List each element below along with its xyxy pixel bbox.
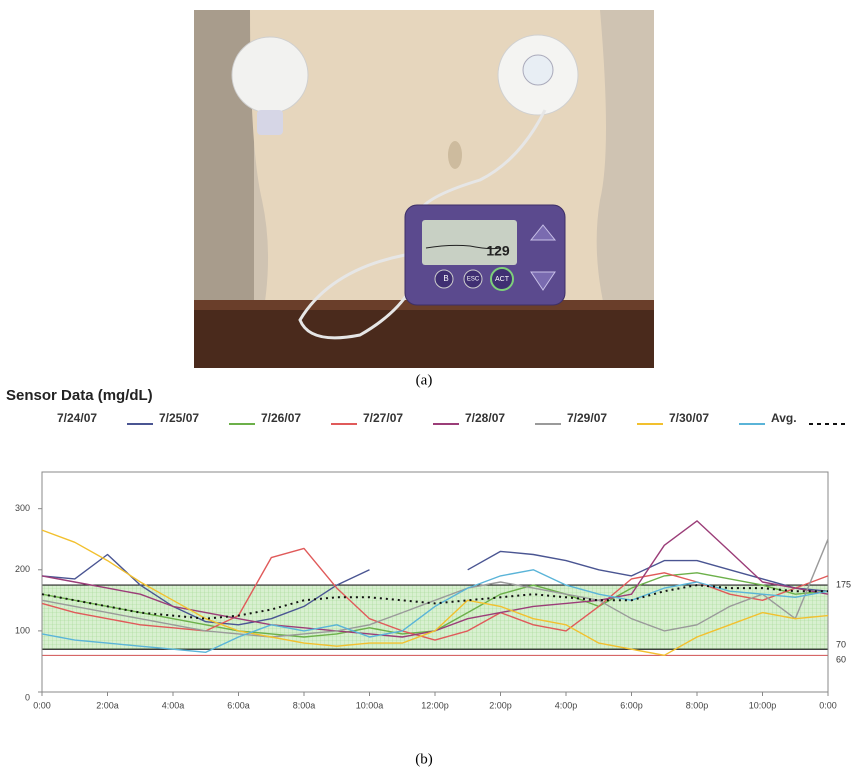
x-tick-label: 8:00a xyxy=(293,700,316,710)
figure: 129 ACT ESC B (a) Sensor Data (mg/dL) (b… xyxy=(0,0,852,771)
y-tick-label: 100 xyxy=(15,625,30,635)
reference-label: 60 xyxy=(836,655,846,665)
plot-frame xyxy=(42,472,828,692)
y-tick-label: 200 xyxy=(15,564,30,574)
x-tick-label: 10:00p xyxy=(749,700,777,710)
caption: (b) xyxy=(415,751,433,767)
photo: 129 ACT ESC B xyxy=(194,10,654,368)
legend-label: 7/25/07 xyxy=(159,411,199,425)
legend-label: 7/30/07 xyxy=(669,411,709,425)
button-label: ACT xyxy=(495,276,510,283)
x-tick-label: 0:00 xyxy=(33,700,51,710)
x-tick-label: 2:00a xyxy=(96,700,119,710)
legend-label: 7/29/07 xyxy=(567,411,607,425)
chart-title: Sensor Data (mg/dL) xyxy=(6,387,153,404)
legend-label: 7/27/07 xyxy=(363,411,403,425)
screen-value: 129 xyxy=(486,243,510,259)
legend-label: 7/28/07 xyxy=(465,411,505,425)
y-tick-label: 300 xyxy=(15,503,30,513)
reference-label: 70 xyxy=(836,640,846,650)
x-tick-label: 6:00p xyxy=(620,700,643,710)
button-label: ESC xyxy=(467,277,480,283)
legend-label: 7/26/07 xyxy=(261,411,301,425)
x-tick-label: 8:00p xyxy=(686,700,709,710)
legend-label: 7/24/07 xyxy=(57,411,97,425)
plot: 70 175 60 0 100 200 300 0:00 2:00a 4:00a 6:00a 8:00… xyxy=(15,411,851,710)
x-tick-label: 10:00a xyxy=(356,700,384,710)
caption: (a) xyxy=(416,372,433,388)
reference-label: 175 xyxy=(836,579,851,589)
button-label: B xyxy=(443,274,448,283)
x-tick-label: 0:00 xyxy=(819,700,837,710)
page: {"photo": {"caption": "(a)", "screen_val… xyxy=(0,0,852,771)
x-tick-label: 4:00p xyxy=(555,700,578,710)
x-tick-label: 4:00a xyxy=(162,700,185,710)
legend-label: Avg. xyxy=(771,411,797,425)
x-tick-label: 2:00p xyxy=(489,700,512,710)
x-tick-label: 6:00a xyxy=(227,700,250,710)
y-tick-label: 0 xyxy=(25,692,30,702)
x-tick-label: 12:00p xyxy=(421,700,449,710)
